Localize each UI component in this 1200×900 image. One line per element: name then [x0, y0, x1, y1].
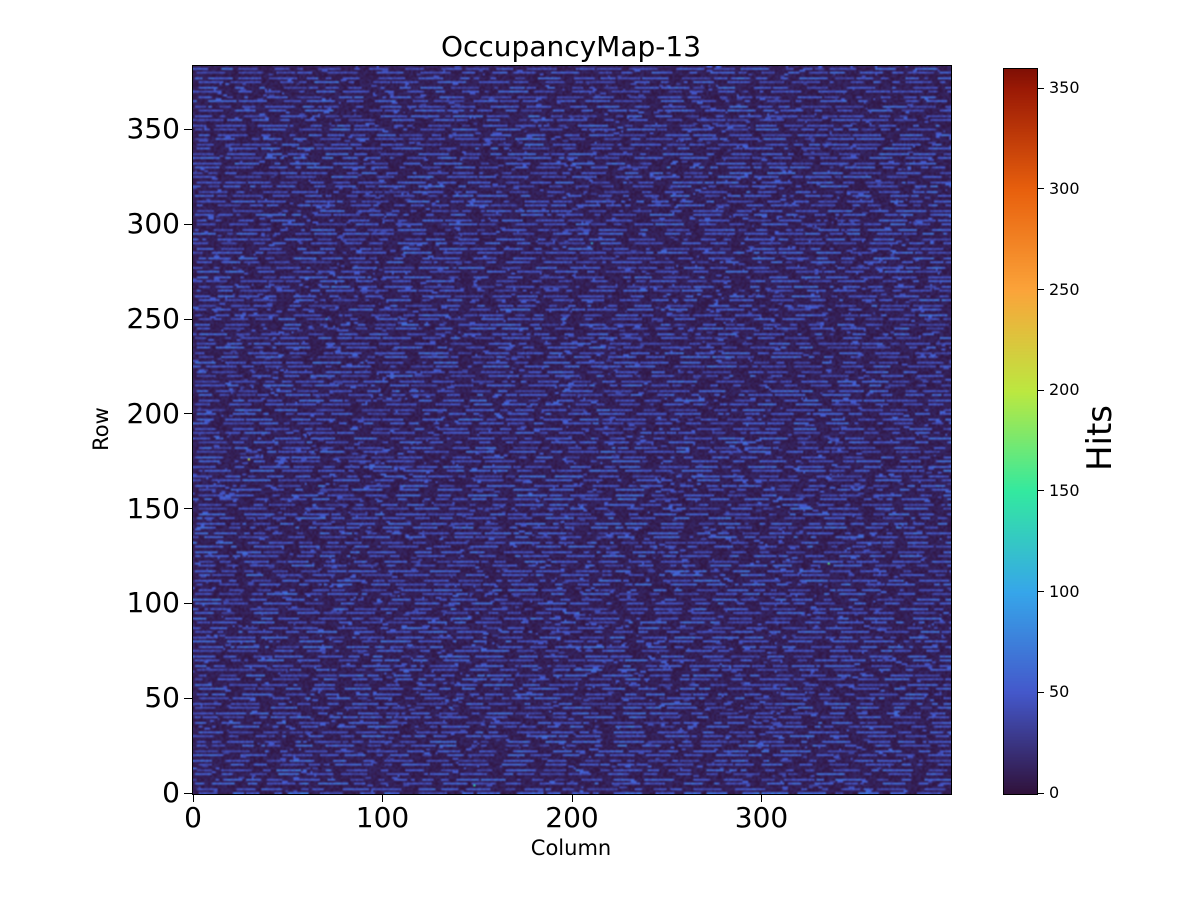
- colorbar-tick-mark: [1038, 691, 1044, 693]
- colorbar-tick-label: 200: [1049, 380, 1080, 400]
- colorbar-tick-label: 300: [1049, 178, 1080, 198]
- colorbar-tick-mark: [1038, 792, 1044, 794]
- colorbar-tick-label: 0: [1049, 783, 1060, 802]
- y-tick-mark: [184, 697, 192, 699]
- y-tick-mark: [184, 508, 192, 510]
- y-tick-mark: [184, 128, 192, 130]
- colorbar-canvas: [1004, 69, 1037, 794]
- y-tick-label: 0: [162, 776, 180, 809]
- x-tick-label: 200: [545, 801, 599, 834]
- colorbar-tick-label: 50: [1049, 682, 1070, 702]
- y-tick-label: 200: [126, 396, 180, 430]
- colorbar: [1003, 68, 1038, 795]
- colorbar-tick-mark: [1038, 591, 1044, 593]
- y-tick-mark: [184, 602, 192, 604]
- y-tick-label: 100: [126, 586, 180, 620]
- colorbar-tick-mark: [1038, 389, 1044, 391]
- colorbar-tick-mark: [1038, 188, 1044, 190]
- colorbar-tick-label: 350: [1049, 78, 1080, 98]
- y-tick-label: 250: [126, 302, 180, 336]
- y-tick-mark: [184, 318, 192, 320]
- colorbar-tick-label: 150: [1049, 480, 1080, 500]
- colorbar-tick-mark: [1038, 289, 1044, 291]
- colorbar-tick-label: 100: [1049, 581, 1080, 601]
- y-tick-mark: [184, 792, 192, 794]
- y-tick-mark: [184, 223, 192, 225]
- heatmap-plot-area: [192, 65, 952, 795]
- y-tick-label: 350: [126, 112, 180, 146]
- x-tick-label: 0: [184, 801, 202, 834]
- x-tick-label: 100: [355, 801, 410, 834]
- x-axis-label: Column: [530, 836, 612, 860]
- colorbar-tick-mark: [1038, 490, 1044, 492]
- x-tick-mark: [192, 794, 194, 802]
- y-tick-label: 150: [126, 491, 180, 525]
- heatmap-canvas: [193, 66, 951, 794]
- y-tick-label: 300: [126, 207, 180, 241]
- x-tick-label: 300: [734, 801, 789, 834]
- x-tick-mark: [761, 794, 762, 802]
- chart-title: OccupancyMap-13: [440, 30, 702, 63]
- y-axis-label: Row: [89, 407, 113, 451]
- colorbar-label: Hits: [1080, 404, 1120, 472]
- y-tick-mark: [184, 413, 192, 415]
- colorbar-tick-label: 250: [1049, 279, 1080, 299]
- x-tick-mark: [571, 794, 573, 802]
- y-tick-label: 50: [144, 681, 180, 715]
- colorbar-tick-mark: [1038, 87, 1044, 89]
- x-tick-mark: [382, 794, 383, 802]
